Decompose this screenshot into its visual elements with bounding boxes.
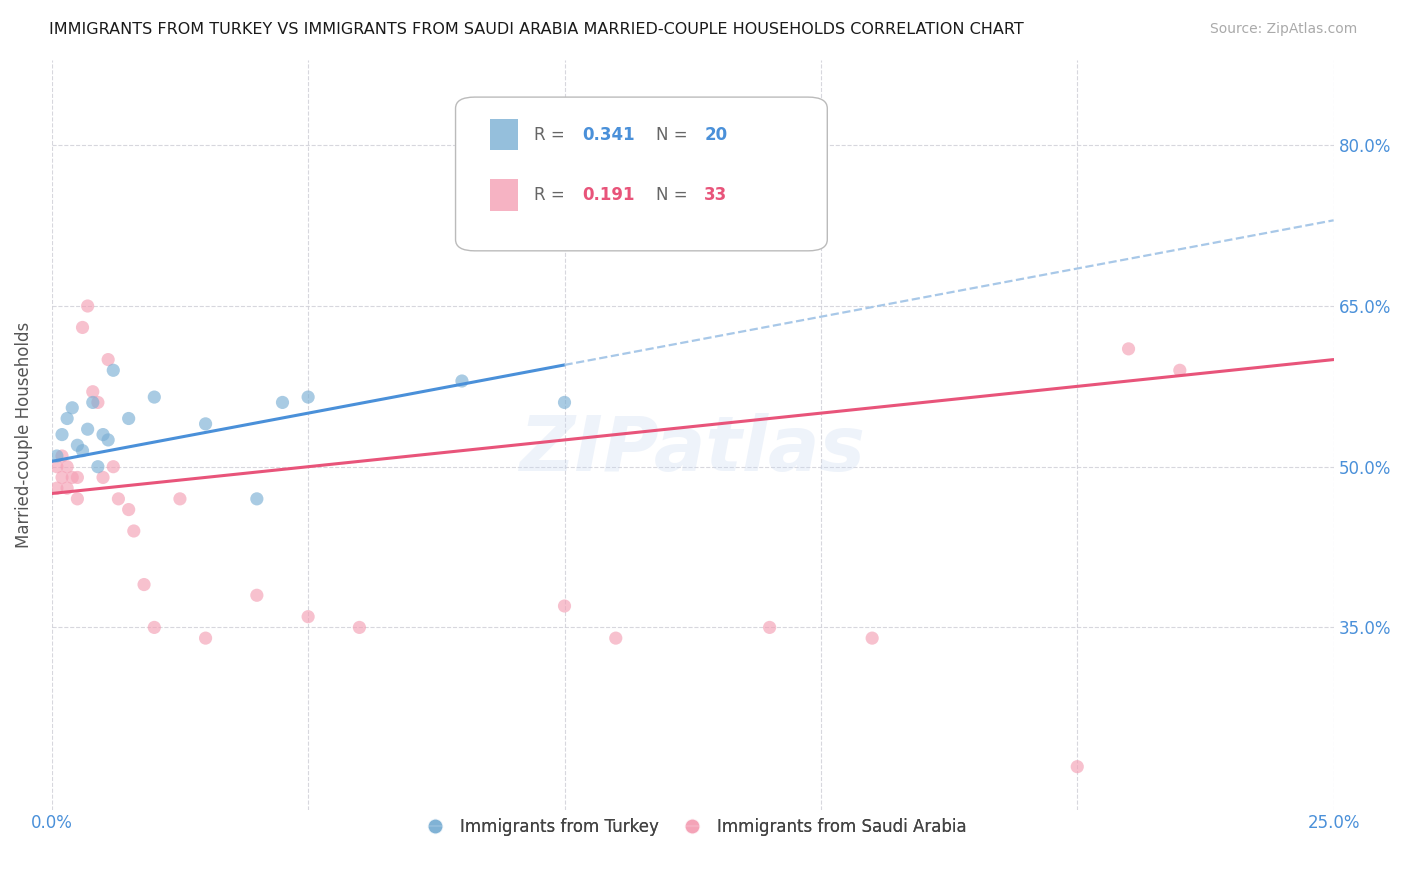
Point [1168, 363, 1191, 377]
Point [51, 427, 73, 442]
Point [97, 433, 120, 447]
Point [122, 524, 145, 538]
Point [56, 411, 79, 425]
Point [194, 631, 217, 645]
Point [97, 352, 120, 367]
Point [143, 620, 166, 634]
Point [66, 470, 89, 484]
Point [132, 577, 155, 591]
Text: R =: R = [534, 186, 569, 204]
Point [194, 417, 217, 431]
Point [87, 395, 110, 409]
Point [246, 491, 269, 506]
Point [76, 299, 98, 313]
Point [72, 443, 94, 458]
Point [297, 609, 319, 624]
Point [82, 395, 104, 409]
Text: 33: 33 [704, 186, 727, 204]
Point [553, 599, 575, 613]
Text: 0.191: 0.191 [582, 186, 636, 204]
Point [169, 491, 191, 506]
Point [45, 481, 67, 495]
Point [76, 422, 98, 436]
Point [297, 390, 319, 404]
Text: ZIPatlas: ZIPatlas [520, 413, 866, 486]
Point [118, 502, 141, 516]
Point [56, 481, 79, 495]
Point [143, 390, 166, 404]
Text: N =: N = [655, 186, 692, 204]
Point [605, 631, 627, 645]
Point [451, 374, 474, 388]
Bar [491, 119, 519, 151]
Point [860, 631, 883, 645]
Point [349, 620, 371, 634]
Point [51, 470, 73, 484]
Point [758, 620, 780, 634]
Point [51, 449, 73, 463]
Point [246, 588, 269, 602]
Point [103, 363, 125, 377]
Point [553, 395, 575, 409]
Point [91, 427, 114, 442]
Point [60, 401, 83, 415]
Point [66, 491, 89, 506]
Point [118, 411, 141, 425]
Text: IMMIGRANTS FROM TURKEY VS IMMIGRANTS FROM SAUDI ARABIA MARRIED-COUPLE HOUSEHOLDS: IMMIGRANTS FROM TURKEY VS IMMIGRANTS FRO… [49, 22, 1024, 37]
FancyBboxPatch shape [456, 97, 827, 251]
Point [1118, 342, 1140, 356]
Point [60, 470, 83, 484]
Text: Source: ZipAtlas.com: Source: ZipAtlas.com [1209, 22, 1357, 37]
Point [87, 459, 110, 474]
Point [56, 459, 79, 474]
Point [1066, 760, 1088, 774]
Point [271, 395, 294, 409]
Point [66, 438, 89, 452]
Point [45, 449, 67, 463]
Point [107, 491, 129, 506]
Point [45, 459, 67, 474]
Legend: Immigrants from Turkey, Immigrants from Saudi Arabia: Immigrants from Turkey, Immigrants from … [412, 811, 973, 842]
Point [72, 320, 94, 334]
Text: 0.341: 0.341 [582, 126, 636, 144]
Point [103, 459, 125, 474]
Text: N =: N = [655, 126, 692, 144]
Text: R =: R = [534, 126, 569, 144]
Point [82, 384, 104, 399]
Bar [491, 179, 519, 211]
Point [91, 470, 114, 484]
Y-axis label: Married-couple Households: Married-couple Households [15, 321, 32, 548]
Text: 20: 20 [704, 126, 727, 144]
